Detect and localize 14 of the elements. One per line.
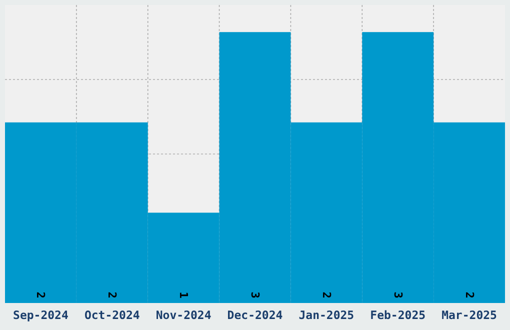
data-label: 2 [462,292,476,298]
x-tick-label: Nov-2024 [156,308,212,322]
data-label: 1 [177,292,190,299]
x-tick-label: Jan-2025 [298,308,354,322]
data-label: 3 [248,292,262,298]
x-tick-label: Feb-2025 [370,308,426,322]
x-tick-label: Sep-2024 [13,308,68,322]
x-tick-label: Oct-2024 [84,308,140,322]
data-label: 2 [34,292,48,298]
data-label: 2 [106,292,119,298]
data-label: 2 [320,292,333,298]
x-tick-label: Dec-2024 [227,308,283,322]
x-tick-label: Mar-2025 [442,308,498,322]
data-label: 3 [391,292,404,298]
